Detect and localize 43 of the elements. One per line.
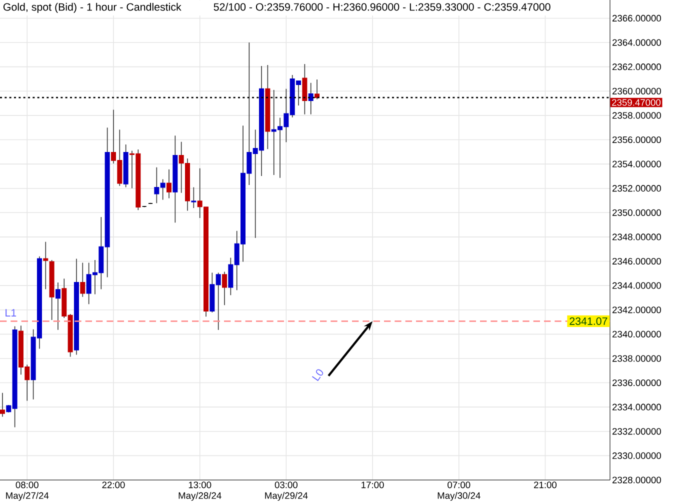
candlestick <box>43 241 48 290</box>
candlestick <box>222 271 228 306</box>
y-tick-label: 2358.00000 <box>612 112 661 119</box>
y-tick-label: 2334.00000 <box>612 404 661 410</box>
y-tick-label: 2362.00000 <box>612 64 661 70</box>
x-tick-label: 13:00 May/28/24 <box>178 482 222 501</box>
y-tick-label: 2340.00000 <box>612 330 661 338</box>
x-tick-label: 08:00 May/27/24 <box>6 482 49 501</box>
y-tick-label: 2336.00000 <box>612 379 661 386</box>
y-tick-label: 2352.00000 <box>612 185 661 192</box>
annotation: L1 <box>6 309 16 316</box>
chart-subtitle: 52/100 - O:2359.76000 - H:2360.96000 - L:2359.33000 - C:2359.47000 <box>214 2 550 11</box>
y-tick-label: 2366.00000 <box>612 14 661 22</box>
y-tick-label: 2356.00000 <box>612 136 661 144</box>
y-tick-label: 2354.00000 <box>612 160 661 168</box>
y-tick-label: 2332.00000 <box>612 428 661 435</box>
y-tick-label: 2350.00000 <box>612 209 661 216</box>
y-tick-label: 2338.00000 <box>612 355 661 362</box>
y-tick-label: 2342.00000 <box>612 306 661 314</box>
candlestick <box>0 392 5 418</box>
annotation: L0 <box>312 369 324 382</box>
candlestick <box>308 82 314 115</box>
y-tick-label: 2344.00000 <box>612 282 661 289</box>
candlestick <box>80 262 86 298</box>
candlestick <box>314 79 320 100</box>
candlestick <box>191 186 196 208</box>
y-tick-label: 2328.00000 <box>612 476 661 484</box>
x-tick-label: 03:00 May/29/24 <box>265 482 308 501</box>
x-tick-label: 21:00 <box>534 482 557 488</box>
candlestick <box>302 64 308 115</box>
candlestick <box>166 169 172 199</box>
ref-line-label: 2341.07 <box>570 317 608 325</box>
x-tick-label: 17:00 <box>362 482 384 488</box>
y-tick-label: 2330.00000 <box>612 452 661 459</box>
x-tick-label: 22:00 <box>102 482 125 488</box>
ref-line-label: 2359.47000 <box>612 99 661 106</box>
candlestick <box>55 282 60 330</box>
y-tick-label: 2346.00000 <box>612 258 661 265</box>
x-tick-label: 07:00 May/30/24 <box>438 482 480 501</box>
y-tick-label: 2360.00000 <box>612 88 661 94</box>
y-tick-label: 2348.00000 <box>612 234 661 240</box>
chart-title: Gold, spot (Bid) - 1 hour - Candlestick <box>3 2 182 13</box>
y-tick-label: 2364.00000 <box>612 39 661 46</box>
